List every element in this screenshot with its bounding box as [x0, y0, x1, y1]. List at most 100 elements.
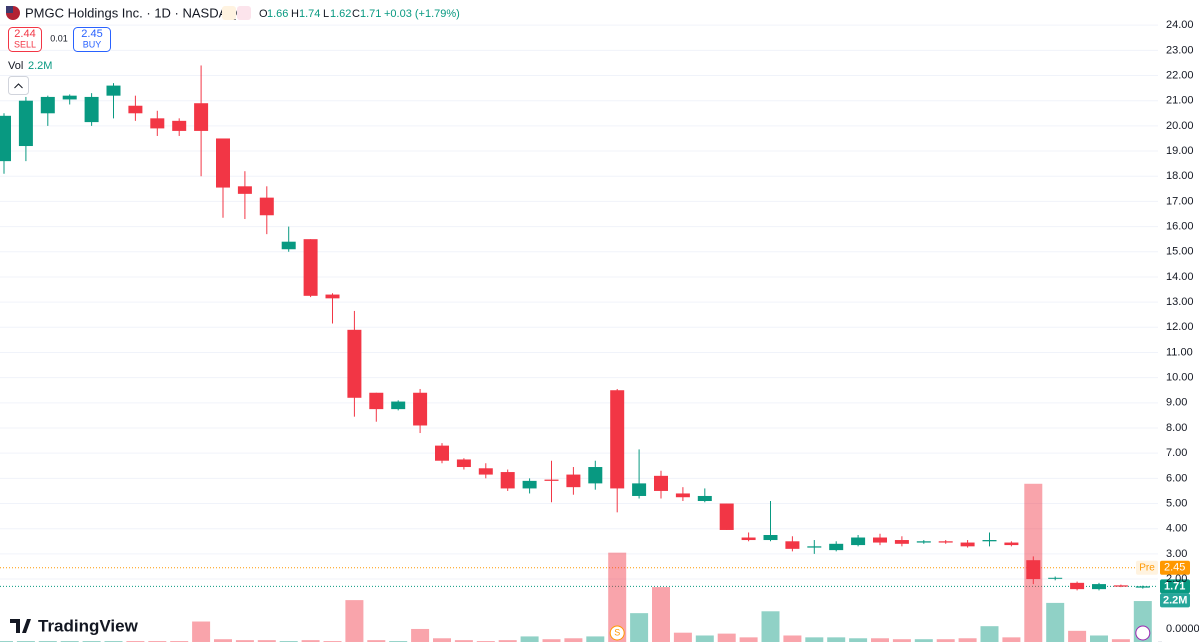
news-icon[interactable]: [237, 6, 251, 20]
candle-body: [873, 537, 887, 543]
spread: 0.01: [50, 33, 68, 43]
candle-body: [1113, 585, 1128, 587]
y-tick-label: 24.00: [1166, 19, 1194, 31]
candle-body: [172, 120, 187, 131]
candle-body: [654, 475, 668, 491]
buy-button[interactable]: [73, 27, 111, 52]
volume-bar: [695, 635, 714, 642]
volume-bar: [301, 640, 320, 642]
y-tick-label: 9.00: [1166, 397, 1187, 409]
y-tick-label: 12.00: [1166, 321, 1194, 333]
candle-body: [1048, 577, 1063, 579]
y-tick-label: 3.00: [1166, 548, 1187, 560]
volume-bar: [586, 636, 605, 642]
split-icon: [609, 625, 625, 641]
grid: [0, 24, 1158, 587]
y-tick-label: 17.00: [1166, 195, 1194, 207]
brand-logo: [10, 619, 31, 633]
high-value: 1.74: [299, 8, 320, 20]
candle-body: [916, 541, 931, 543]
buy-label: BUY: [83, 39, 102, 49]
candle-body: [719, 503, 734, 530]
candle-body: [281, 241, 296, 250]
volume-bar: [608, 552, 627, 642]
volume-bar: [717, 633, 736, 642]
volume-bar: [892, 639, 911, 642]
buy-price: 2.45: [81, 28, 102, 40]
candle-body: [237, 186, 252, 194]
candle-body: [763, 535, 778, 541]
volume-bar: [958, 638, 977, 642]
candle-body: [259, 197, 274, 216]
collapse-button[interactable]: [8, 76, 29, 95]
candle-body: [544, 479, 559, 481]
candle-body: [216, 138, 230, 188]
candle-body: [347, 329, 362, 398]
candle-body: [1092, 584, 1106, 590]
candle-body: [478, 468, 493, 475]
low-label: L: [323, 8, 329, 20]
volume-bar: [673, 632, 692, 642]
candle-body: [522, 480, 537, 489]
chevron-icon: [14, 83, 23, 89]
candle-body: [632, 483, 647, 496]
candle-body: [894, 540, 909, 544]
volume-bar: [345, 600, 364, 642]
volume-bar: [936, 639, 955, 642]
volume-bar: [739, 637, 758, 642]
candle-body: [500, 472, 515, 489]
y-tick-label: 18.00: [1166, 170, 1194, 182]
volume-bar: [980, 626, 999, 642]
volume-bar: [1068, 630, 1087, 642]
pre-tag: [1136, 560, 1158, 575]
y-tick-label: 15.00: [1166, 246, 1194, 258]
candle-body: [106, 85, 121, 96]
volume-bar: [1090, 635, 1108, 642]
candle-body: [829, 543, 844, 551]
volume-bar: [192, 621, 211, 642]
open-label: O: [259, 8, 268, 20]
y-tick-label: 13.00: [1166, 296, 1194, 308]
candle-body: [1070, 582, 1085, 590]
candle-body: [1026, 560, 1041, 580]
candle-body: [741, 537, 756, 541]
candle-body: [675, 493, 690, 498]
volume-bar: [542, 639, 561, 642]
candle-body: [1004, 542, 1019, 546]
volume-bar: [498, 640, 517, 642]
candle-body: [938, 541, 953, 543]
flag-icon: [6, 6, 13, 13]
volume-bar: [1002, 637, 1021, 642]
plot: [0, 65, 1152, 642]
brand-name: TradingView: [38, 616, 139, 635]
y-tick-label: 7.00: [1166, 447, 1187, 459]
split-marker: S: [614, 627, 620, 637]
volume-bar: [235, 640, 254, 642]
pre-price: 2.45: [1164, 562, 1185, 574]
candle-body: [0, 115, 11, 162]
volume-bar: [849, 638, 868, 642]
candle-body: [18, 100, 33, 147]
volume-bar: [257, 640, 276, 642]
candle-body: [1135, 586, 1150, 588]
candle-body: [982, 540, 997, 542]
pre-label: Pre: [1139, 562, 1155, 573]
volume-bar: [652, 587, 670, 642]
candle-body: [84, 96, 99, 123]
candle-body: [40, 96, 55, 114]
volume-bar: [214, 639, 232, 642]
candle-body: [62, 95, 77, 100]
sell-button[interactable]: [8, 27, 42, 52]
volume-bar: [411, 628, 430, 642]
candle-body: [456, 459, 471, 468]
candle-body: [807, 546, 822, 548]
candle-body: [435, 445, 449, 461]
volume-bar: [1111, 639, 1130, 642]
candle-body: [851, 537, 866, 546]
symbol-title[interactable]: PMGC Holdings Inc. · 1D · NASDAQ: [25, 5, 237, 20]
candle-body: [150, 118, 165, 129]
volume-bar: [630, 613, 649, 642]
candle-body: [588, 467, 603, 484]
y-tick-label: 10.00: [1166, 372, 1194, 384]
session-icon[interactable]: [222, 6, 236, 20]
